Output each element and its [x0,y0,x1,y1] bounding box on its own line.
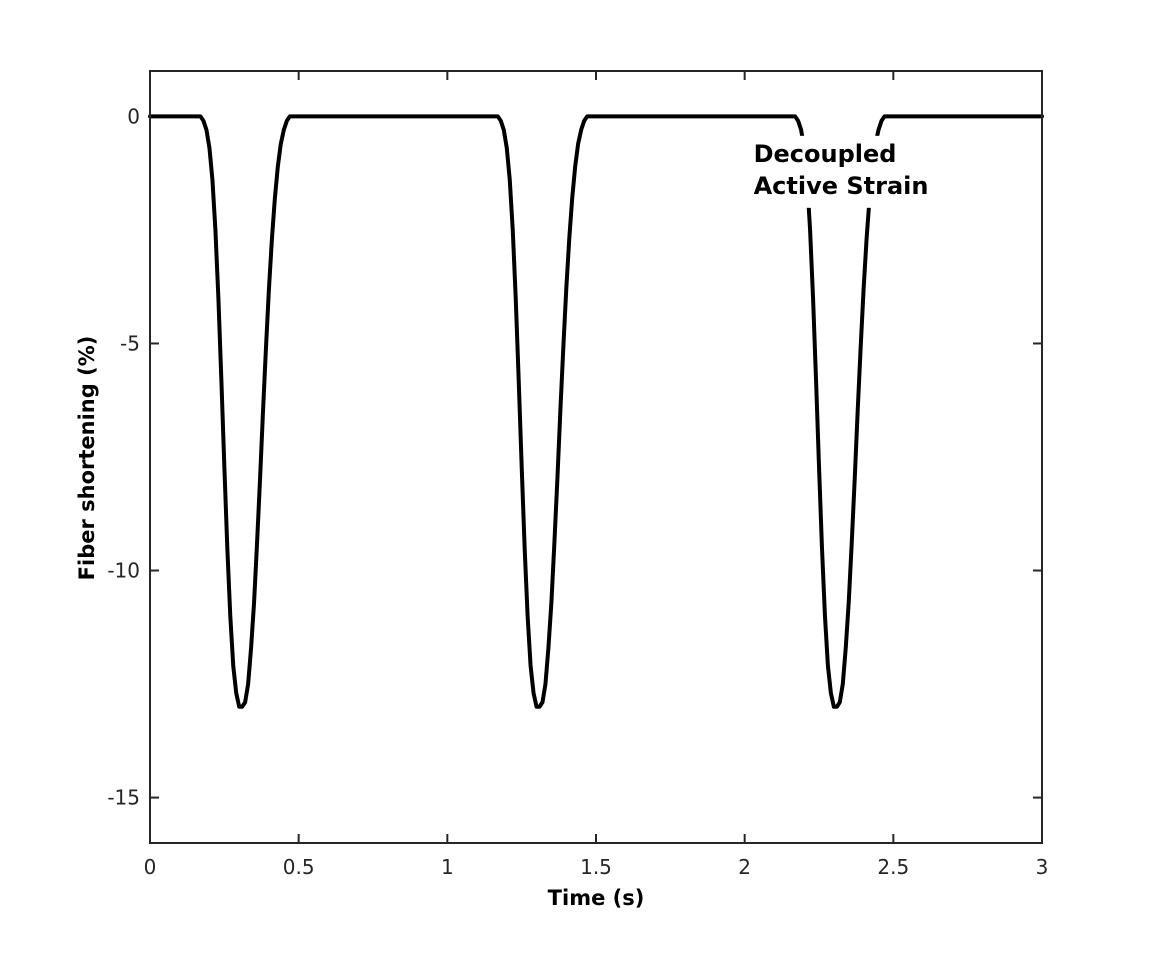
x-tick-label: 2 [738,855,751,879]
y-tick-label: -10 [107,559,140,583]
series-layer [148,114,1044,709]
annotation-text: Active Strain [754,172,929,200]
y-tick-label: -15 [107,786,140,810]
y-axis-label: Fiber shortening (%) [75,336,99,581]
y-axis-ticks: 0 -5 -10 -15 [107,104,1042,810]
y-tick-label: 0 [127,104,140,128]
x-tick-label: 0 [144,855,157,879]
x-tick-label: 2.5 [877,855,909,879]
x-axis-ticks: 0 0.5 1 1.5 2 2.5 3 [144,71,1049,879]
annotation-text: Decoupled [754,140,897,168]
series-line [148,114,1044,709]
x-tick-label: 1 [441,855,454,879]
y-tick-label: -5 [120,331,140,355]
x-tick-label: 3 [1036,855,1049,879]
annotation-background [747,135,954,208]
x-tick-label: 1.5 [580,855,612,879]
plot-area-frame [149,70,1043,844]
annotation-layer: Decoupled Active Strain [747,135,954,208]
x-tick-label: 0.5 [283,855,315,879]
x-axis-label: Time (s) [548,886,645,910]
